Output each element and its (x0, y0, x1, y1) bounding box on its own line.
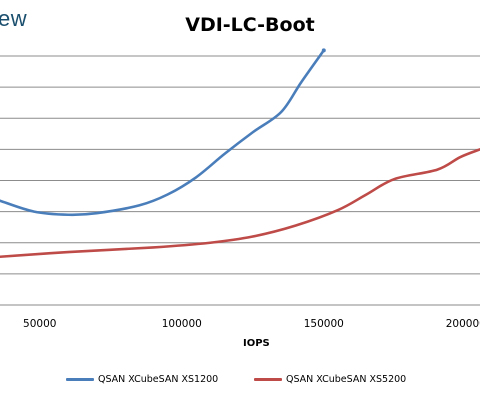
legend: QSAN XCubeSAN XS1200 QSAN XCubeSAN XS520… (0, 374, 480, 388)
legend-item-xs5200: QSAN XCubeSAN XS5200 (254, 374, 406, 385)
legend-label-xs5200: QSAN XCubeSAN XS5200 (286, 374, 407, 385)
series-line-xs5200 (0, 148, 480, 259)
gridlines (0, 55, 480, 306)
x-tick-label: 100000 (161, 318, 202, 330)
series-end-point (321, 48, 326, 53)
series-line-xs1200 (0, 49, 326, 217)
legend-item-xs1200: QSAN XCubeSAN XS1200 (66, 374, 218, 385)
legend-swatch-xs5200 (254, 378, 282, 381)
series-lines (0, 48, 480, 259)
chart-title: VDI-LC-Boot (185, 14, 315, 36)
brand-logo-fragment: ew (0, 6, 28, 31)
x-tick-label: 200000 (445, 318, 480, 330)
x-axis-label: IOPS (243, 338, 270, 349)
legend-label-xs1200: QSAN XCubeSAN XS1200 (98, 374, 219, 385)
x-tick-label: 50000 (23, 318, 57, 330)
x-tick-label: 150000 (303, 318, 344, 330)
legend-swatch-xs1200 (66, 378, 94, 381)
